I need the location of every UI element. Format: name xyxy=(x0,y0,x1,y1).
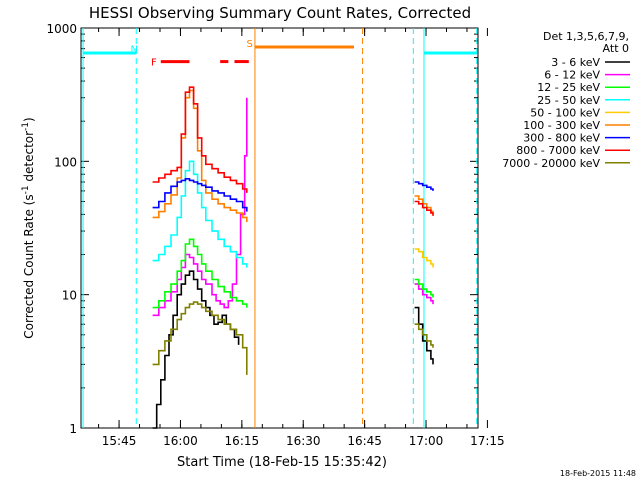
legend-title-line1: Det 1,3,5,6,7,9, xyxy=(543,30,629,43)
series-line xyxy=(414,248,434,268)
series-line xyxy=(152,97,248,317)
series-line xyxy=(152,238,248,309)
x-axis-label: Start Time (18-Feb-15 15:35:42) xyxy=(177,455,387,470)
chart-title: HESSI Observing Summary Count Rates, Cor… xyxy=(89,4,471,22)
legend-label: 6 - 12 keV xyxy=(544,69,600,82)
series-line xyxy=(414,278,434,298)
x-tick-label: 15:45 xyxy=(102,434,137,448)
state-markers: N F S xyxy=(130,39,252,68)
legend-label: 3 - 6 keV xyxy=(551,56,600,69)
series-line xyxy=(152,89,248,223)
y-axis-label: Corrected Count Rate (s-1 detector-1) xyxy=(21,117,36,338)
series-line xyxy=(152,178,248,212)
y-tick-label: 1000 xyxy=(46,22,77,36)
legend-label: 7000 - 20000 keV xyxy=(502,157,600,170)
plot-frame xyxy=(80,27,479,429)
legend-label: 100 - 300 keV xyxy=(523,119,600,132)
y-axis-ticks: 1 10 100 1000 xyxy=(46,22,478,436)
legend-label: 25 - 50 keV xyxy=(537,94,600,107)
legend-label: 800 - 7000 keV xyxy=(516,144,600,157)
series-line xyxy=(152,301,248,375)
x-tick-label: 16:15 xyxy=(225,434,260,448)
x-tick-label: 17:00 xyxy=(409,434,444,448)
series-line xyxy=(414,200,434,216)
series-line xyxy=(152,270,240,429)
state-marker: F xyxy=(151,58,157,69)
x-tick-label: 17:15 xyxy=(470,434,505,448)
state-change-lines xyxy=(82,28,478,428)
attenuator-state-bars xyxy=(83,45,477,64)
series-line xyxy=(152,160,248,268)
y-tick-label: 10 xyxy=(62,289,77,303)
series-line xyxy=(414,323,434,348)
legend-label: 300 - 800 keV xyxy=(523,132,600,145)
series-line xyxy=(414,283,434,305)
x-axis-ticks: 15:45 16:00 16:15 16:30 16:45 17:00 17:15 xyxy=(98,28,505,448)
legend-label: 50 - 100 keV xyxy=(530,106,600,119)
y-tick-label: 100 xyxy=(54,155,77,169)
series-line xyxy=(152,86,248,193)
legend-title-line2: Att 0 xyxy=(603,42,629,55)
series-lines xyxy=(152,86,434,429)
legend-label: 12 - 25 keV xyxy=(537,81,600,94)
y-tick-label: 1 xyxy=(69,422,77,436)
x-tick-label: 16:30 xyxy=(286,434,321,448)
state-marker: S xyxy=(246,39,252,50)
state-marker: N xyxy=(130,45,137,56)
series-line xyxy=(414,181,434,191)
x-tick-label: 16:00 xyxy=(163,434,198,448)
x-tick-label: 16:45 xyxy=(347,434,382,448)
footer-timestamp: 18-Feb-2015 11:48 xyxy=(560,469,636,478)
